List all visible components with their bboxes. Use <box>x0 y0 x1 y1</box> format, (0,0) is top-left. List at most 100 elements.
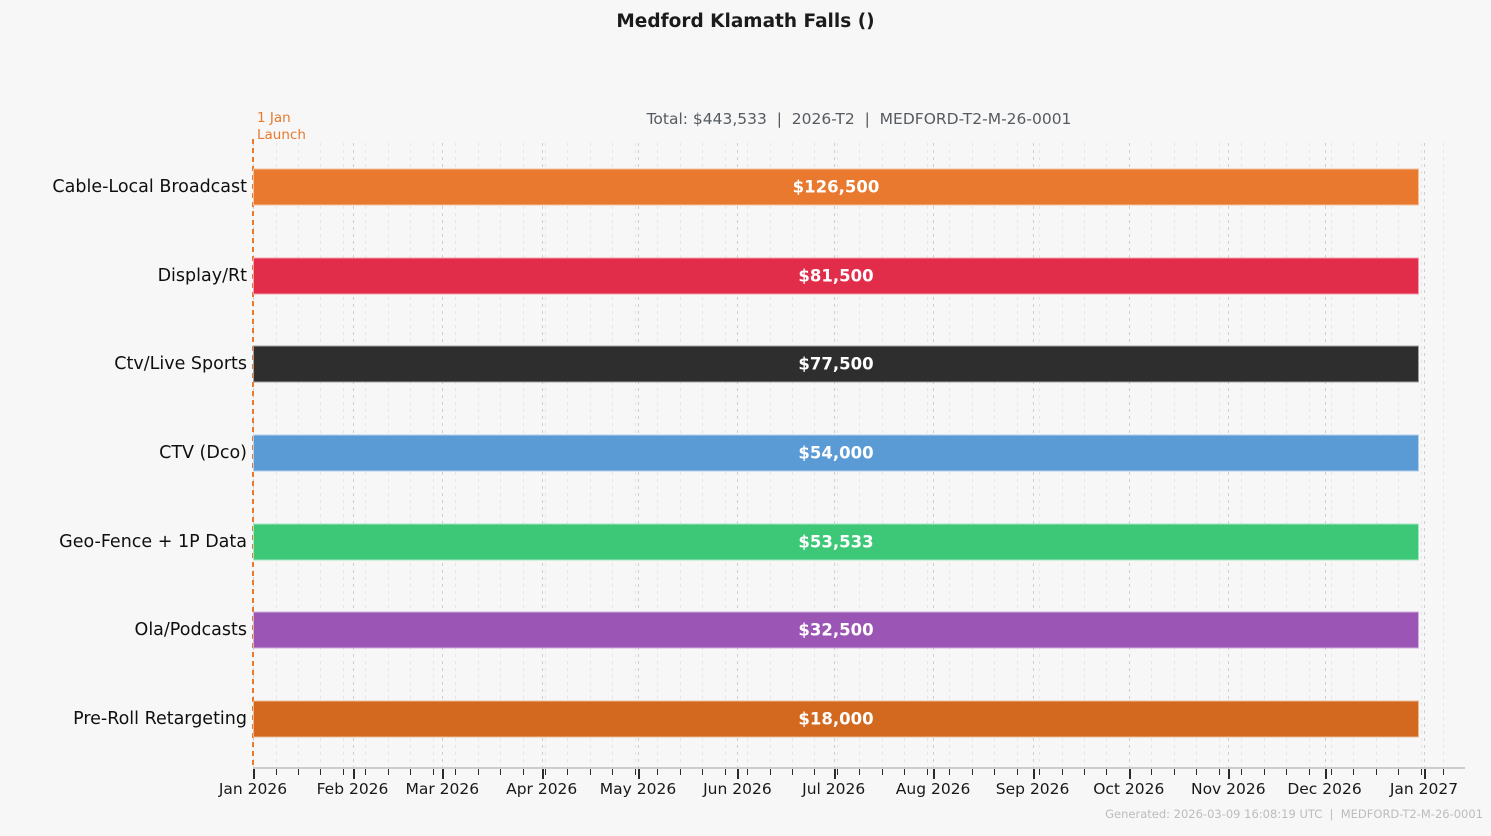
x-axis-major-tick <box>638 769 640 779</box>
category-label: Cable-Local Broadcast <box>52 177 247 198</box>
category-label: Pre-Roll Retargeting <box>73 708 247 729</box>
x-axis-minor-tick <box>724 769 726 775</box>
x-axis-minor-tick <box>747 769 749 775</box>
x-axis-minor-tick <box>320 769 322 775</box>
x-axis-minor-tick <box>365 769 367 775</box>
x-axis-major-tick <box>352 769 355 779</box>
x-axis-minor-tick <box>1286 769 1287 775</box>
chart-row: Display/Rt $81,500 <box>0 232 1491 321</box>
x-axis-minor-tick <box>904 769 906 775</box>
chart-row: Ola/Podcasts $32,500 <box>0 586 1491 675</box>
chart-row: Geo-Fence + 1P Data $53,533 <box>0 497 1491 586</box>
x-axis-label: Aug 2026 <box>895 780 971 798</box>
chart-row: Cable-Local Broadcast $126,500 <box>0 143 1491 232</box>
launch-annotation-line2: Launch <box>257 127 306 143</box>
x-axis-major-tick <box>442 769 445 779</box>
x-axis-minor-tick <box>1083 769 1085 775</box>
x-axis-minor-tick <box>1398 769 1400 775</box>
x-axis-label: Sep 2026 <box>995 780 1070 798</box>
chart-row: Pre-Roll Retargeting $18,000 <box>0 675 1491 764</box>
x-axis-minor-tick <box>1308 769 1310 775</box>
x-axis-minor-tick <box>792 769 793 775</box>
bar: $126,500 <box>253 168 1419 206</box>
x-axis-major-tick <box>253 769 255 779</box>
category-label: Geo-Fence + 1P Data <box>59 531 247 552</box>
x-axis-minor-tick <box>1443 769 1445 775</box>
bar-value-label: $126,500 <box>792 177 880 197</box>
x-axis-major-tick <box>933 769 936 779</box>
x-axis-minor-tick <box>1375 769 1377 775</box>
bar: $32,500 <box>253 611 1419 649</box>
x-axis-major-tick <box>1424 769 1426 779</box>
x-axis-minor-tick <box>1061 769 1063 775</box>
bar: $53,533 <box>253 523 1419 561</box>
bar: $77,500 <box>253 345 1419 383</box>
x-axis-minor-tick <box>1151 769 1153 775</box>
category-label: Ola/Podcasts <box>134 620 247 641</box>
x-axis-minor-tick <box>500 769 501 775</box>
x-axis-minor-tick <box>1106 769 1108 775</box>
x-axis-minor-tick <box>702 769 704 775</box>
gridline-weekly <box>1443 143 1445 768</box>
x-axis-minor-tick <box>1039 769 1040 775</box>
bar: $18,000 <box>253 700 1419 738</box>
category-label: CTV (Dco) <box>159 443 247 464</box>
x-axis-minor-tick <box>881 769 883 775</box>
x-axis-minor-tick <box>949 769 951 775</box>
x-axis-major-tick <box>1032 769 1035 779</box>
x-axis-minor-tick <box>477 769 479 775</box>
x-axis-label: Feb 2026 <box>316 780 389 798</box>
x-axis-minor-tick <box>634 769 636 775</box>
x-axis-minor-tick <box>589 769 591 775</box>
chart-row: Ctv/Live Sports $77,500 <box>0 320 1491 409</box>
x-axis-major-tick <box>737 769 740 779</box>
x-axis-minor-tick <box>657 769 659 775</box>
x-axis-major-tick <box>1128 769 1131 779</box>
bar-value-label: $81,500 <box>798 266 874 286</box>
x-axis-minor-tick <box>567 769 569 775</box>
x-axis-label: Jul 2026 <box>802 780 866 798</box>
x-axis-minor-tick <box>971 769 973 775</box>
x-axis-major-tick <box>833 769 836 779</box>
gridline-weekly <box>1420 143 1422 768</box>
chart-title: Medford Klamath Falls () <box>616 11 875 32</box>
x-axis-minor-tick <box>926 769 928 775</box>
x-axis-label: May 2026 <box>599 780 677 798</box>
x-axis-label: Dec 2026 <box>1287 780 1362 798</box>
x-axis-minor-tick <box>994 769 996 775</box>
bar-value-label: $53,533 <box>798 532 874 552</box>
launch-annotation-line1: 1 Jan <box>257 110 291 126</box>
x-axis-minor-tick <box>836 769 838 775</box>
x-axis-label: Jun 2026 <box>703 780 772 798</box>
bar-value-label: $32,500 <box>798 620 874 640</box>
chart-row: CTV (Dco) $54,000 <box>0 409 1491 498</box>
x-axis-minor-tick <box>387 769 389 775</box>
x-axis-minor-tick <box>769 769 771 775</box>
category-label: Ctv/Live Sports <box>114 354 247 375</box>
x-axis-minor-tick <box>410 769 412 775</box>
x-axis-label: Jan 2026 <box>218 780 288 798</box>
x-axis-minor-tick <box>1420 769 1422 775</box>
launch-annotation: 1 Jan Launch <box>257 110 306 144</box>
bar-value-label: $18,000 <box>798 709 874 729</box>
x-axis-minor-tick <box>612 769 614 775</box>
x-axis-minor-tick <box>1331 769 1332 775</box>
x-axis-minor-tick <box>522 769 524 775</box>
x-axis-minor-tick <box>1263 769 1265 775</box>
x-axis-label: Mar 2026 <box>405 780 480 798</box>
x-axis-minor-tick <box>455 769 457 775</box>
x-axis-minor-tick <box>679 769 681 775</box>
x-axis-minor-tick <box>1016 769 1018 775</box>
x-axis-label: Apr 2026 <box>506 780 578 798</box>
x-axis-major-tick <box>1324 769 1327 779</box>
x-axis-label: Nov 2026 <box>1190 780 1266 798</box>
bar: $81,500 <box>253 257 1419 295</box>
x-axis-minor-tick <box>1196 769 1198 775</box>
x-axis-minor-tick <box>1241 769 1243 775</box>
x-axis-minor-tick <box>275 769 277 775</box>
x-axis-line <box>253 767 1465 769</box>
x-axis-minor-tick <box>1173 769 1175 775</box>
x-axis-label: Jan 2027 <box>1389 780 1459 798</box>
generated-footer: Generated: 2026-03-09 16:08:19 UTC | MED… <box>1105 807 1483 821</box>
x-axis-minor-tick <box>297 769 299 775</box>
